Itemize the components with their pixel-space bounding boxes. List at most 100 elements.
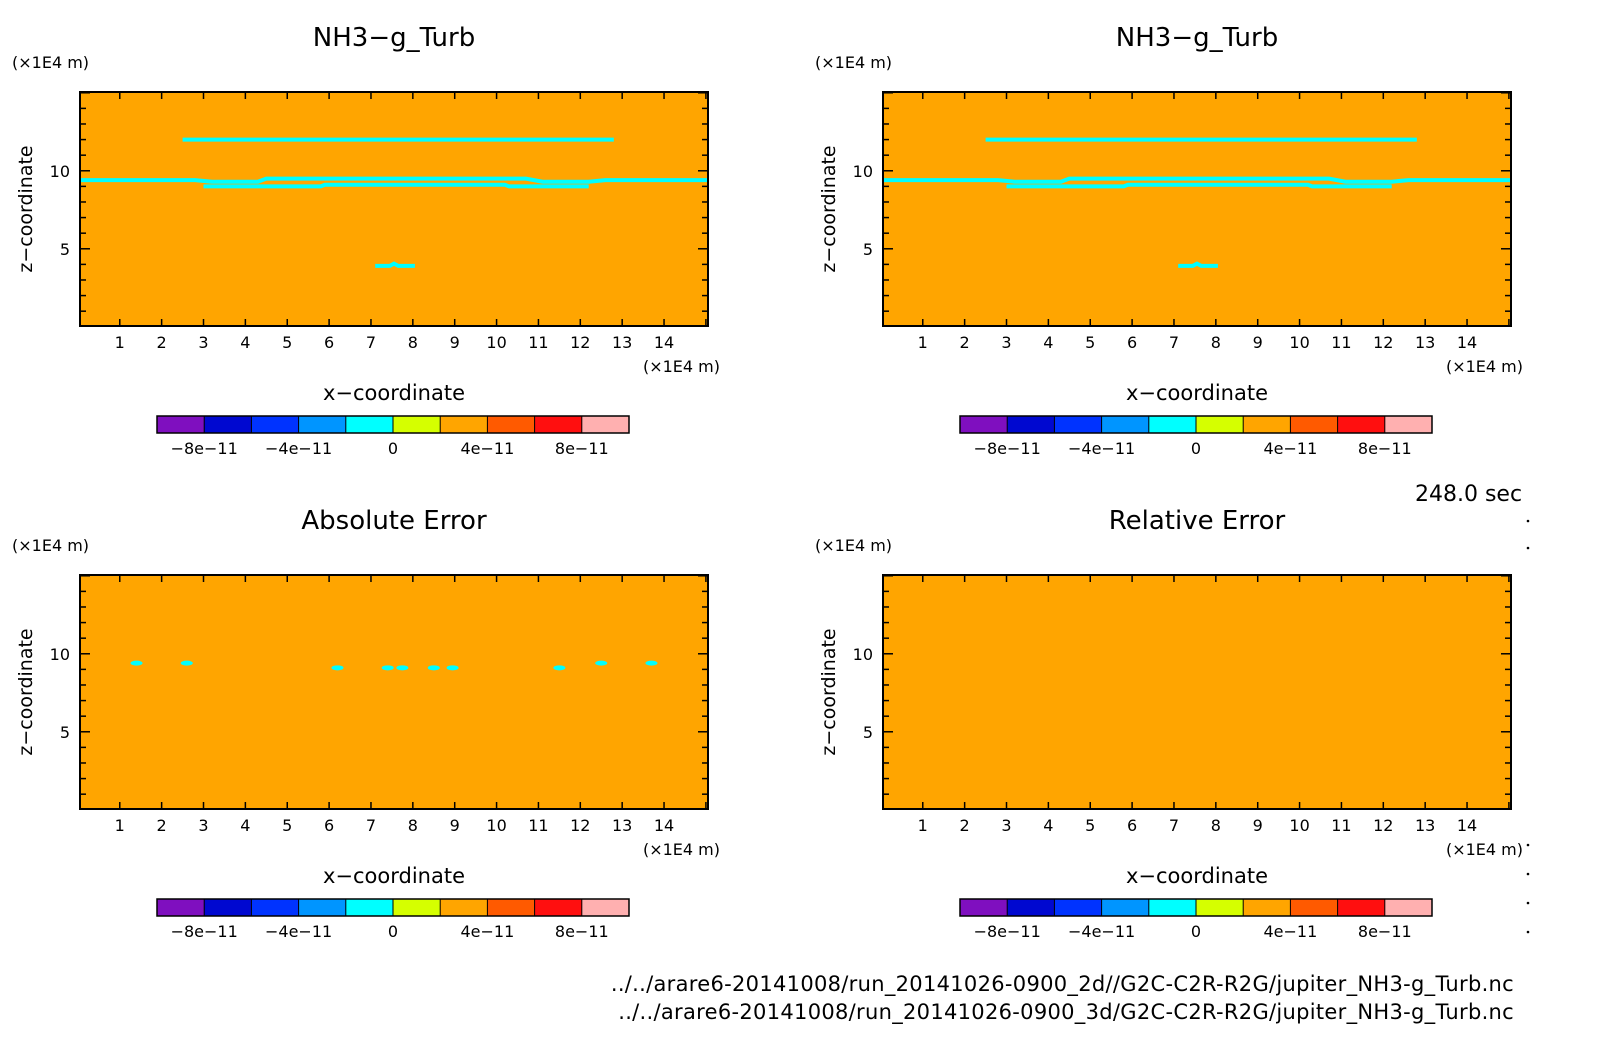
x-tick-label: 2 [157,816,167,835]
colorbar-swatch [1290,899,1339,916]
x-tick-label: 4 [1043,333,1053,352]
contour-line [1178,261,1218,268]
x-tick-label: 9 [1253,816,1263,835]
y-unit-label: (×1E4 m) [12,536,89,555]
panel-title: NH3−g_Turb [1116,23,1278,53]
y-axis-label: z−coordinate [818,628,840,755]
colorbar-swatch [1337,416,1386,433]
x-tick-label: 4 [240,333,250,352]
x-tick-label: 10 [1289,333,1309,352]
colorbar-swatch [251,899,300,916]
colorbar-swatch [1337,899,1386,916]
colorbar-swatch [960,416,1008,433]
field-background [883,92,1511,326]
x-tick-label: 12 [570,333,590,352]
x-tick-label: 11 [528,816,548,835]
colorbar-swatch [345,899,394,916]
y-axis-label: z−coordinate [15,628,37,755]
colorbar-swatch [487,416,536,433]
x-tick-label: 12 [1373,816,1393,835]
contour-line [203,182,589,189]
colorbar-swatch [393,416,441,433]
colorbar-swatch [440,899,488,916]
colorbar-swatch [1384,416,1433,433]
plot-frame [79,91,709,327]
x-tick-label: 1 [918,816,928,835]
error-spot [446,665,459,671]
margin-dot [1526,519,1530,523]
x-tick-label: 13 [612,816,632,835]
x-tick-label: 2 [960,333,970,352]
x-axis-label: x−coordinate [1126,381,1268,405]
x-tick-label: 7 [366,333,376,352]
x-tick-label: 6 [324,333,334,352]
time-label: 248.0 sec [1415,482,1523,507]
panel-title: NH3−g_Turb [313,23,475,53]
colorbar-tick-label: 8e−11 [1358,439,1412,458]
y-tick-label: 5 [60,723,70,742]
colorbar-tick-label: 4e−11 [1264,439,1318,458]
colorbar-swatch [204,899,252,916]
x-tick-label: 3 [1001,816,1011,835]
colorbar-tick-label: −8e−11 [171,922,238,941]
y-tick-label: 5 [863,240,873,259]
x-tick-label: 7 [1169,816,1179,835]
x-tick-label: 3 [198,816,208,835]
colorbar-swatch [345,416,394,433]
colorbar-swatch [1101,416,1150,433]
error-spot [381,665,394,671]
x-tick-label: 3 [198,333,208,352]
margin-dot [1526,843,1530,847]
error-spot [645,660,658,666]
colorbar-tick-label: −8e−11 [974,439,1041,458]
x-tick-label: 6 [324,816,334,835]
error-spot [553,665,566,671]
colorbar-swatch [204,416,252,433]
x-tick-label: 13 [612,333,632,352]
x-tick-label: 3 [1001,333,1011,352]
x-tick-label: 1 [918,333,928,352]
colorbar-tick-label: −4e−11 [265,439,332,458]
field-background [80,575,708,809]
colorbar-swatch [1148,899,1197,916]
x-tick-label: 14 [654,816,674,835]
colorbar-swatch [1196,899,1244,916]
x-tick-label: 7 [366,816,376,835]
colorbar-swatch [1384,899,1433,916]
x-tick-label: 4 [1043,816,1053,835]
panel-title: Absolute Error [301,506,487,536]
colorbar-tick-label: −4e−11 [1068,922,1135,941]
y-axis-label: z−coordinate [818,145,840,272]
colorbar-swatch [960,899,1008,916]
colorbar-tick-label: 4e−11 [1264,922,1318,941]
colorbar-swatch [298,416,347,433]
x-tick-label: 14 [654,333,674,352]
x-tick-label: 5 [1085,816,1095,835]
y-tick-label: 5 [60,240,70,259]
x-tick-label: 9 [1253,333,1263,352]
x-tick-label: 4 [240,816,250,835]
colorbar-tick-label: 4e−11 [461,922,515,941]
x-axis-label: x−coordinate [323,864,465,888]
colorbar-swatch [251,416,300,433]
x-unit-label: (×1E4 m) [643,840,720,859]
field-background [883,575,1511,809]
colorbar-swatch [440,416,488,433]
colorbar-swatch [1243,899,1291,916]
x-unit-label: (×1E4 m) [1446,840,1523,859]
colorbar-swatch [1243,416,1291,433]
x-axis-label: x−coordinate [323,381,465,405]
x-tick-label: 8 [408,333,418,352]
colorbar-tick-label: −8e−11 [974,922,1041,941]
x-tick-label: 11 [1331,816,1351,835]
colorbar-swatch [581,899,630,916]
colorbar-tick-label: −4e−11 [1068,439,1135,458]
field-background [80,92,708,326]
x-tick-label: 14 [1457,333,1477,352]
plot-frame [882,91,1512,327]
colorbar-swatch [581,416,630,433]
x-axis-label: x−coordinate [1126,864,1268,888]
y-unit-label: (×1E4 m) [815,536,892,555]
x-tick-label: 8 [408,816,418,835]
